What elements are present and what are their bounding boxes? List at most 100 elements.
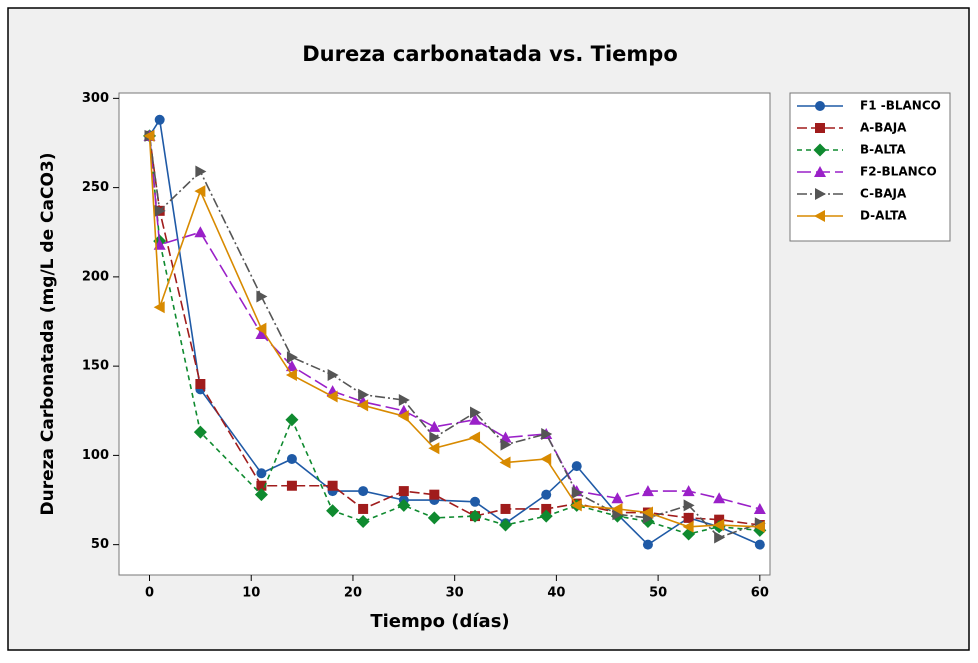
plot-area	[118, 92, 771, 576]
marker	[427, 511, 441, 525]
marker	[194, 226, 207, 238]
marker	[642, 511, 654, 524]
legend-label: C-BAJA	[860, 187, 907, 201]
marker	[641, 506, 653, 519]
marker	[815, 123, 825, 133]
marker	[814, 166, 826, 177]
marker	[356, 514, 370, 528]
marker	[470, 406, 482, 419]
x-axis-label: Tiempo (días)	[370, 611, 509, 632]
x-tick-label: 40	[547, 586, 565, 601]
marker	[193, 425, 207, 439]
marker	[714, 531, 726, 544]
marker	[683, 512, 694, 523]
marker	[327, 480, 338, 491]
marker	[753, 502, 766, 514]
marker	[571, 486, 583, 499]
marker	[326, 390, 338, 403]
marker	[642, 539, 653, 550]
legend-label: D-ALTA	[860, 209, 907, 223]
marker	[429, 489, 440, 500]
marker	[256, 480, 267, 491]
marker	[153, 301, 165, 314]
marker	[286, 351, 298, 364]
marker	[470, 496, 481, 507]
marker	[754, 539, 765, 550]
marker	[327, 369, 339, 382]
series-line	[148, 135, 761, 510]
marker	[469, 413, 482, 425]
marker	[358, 503, 369, 514]
x-tick-label: 10	[242, 586, 260, 601]
marker	[195, 378, 206, 389]
marker	[713, 492, 726, 504]
marker	[611, 492, 624, 504]
marker	[285, 369, 297, 382]
y-tick-label: 200	[82, 269, 109, 284]
marker	[541, 427, 553, 440]
y-tick-label: 150	[82, 359, 109, 374]
marker	[500, 503, 511, 514]
marker	[468, 509, 482, 523]
marker	[753, 520, 765, 533]
marker	[255, 322, 267, 335]
marker	[255, 328, 268, 339]
marker	[285, 360, 298, 372]
marker	[682, 485, 695, 497]
chart-title: Dureza carbonatada vs. Tiempo	[302, 42, 678, 66]
marker	[499, 456, 511, 469]
y-tick-label: 300	[82, 91, 109, 106]
legend-label: B-ALTA	[860, 143, 906, 157]
marker	[539, 509, 553, 523]
marker	[499, 518, 513, 532]
marker	[713, 519, 725, 532]
marker	[358, 388, 370, 401]
marker	[154, 114, 165, 125]
marker	[682, 520, 694, 533]
legend-label: F1 -BLANCO	[860, 99, 941, 113]
legend-label: A-BAJA	[860, 121, 907, 135]
marker	[286, 480, 297, 491]
marker	[683, 499, 695, 512]
marker	[358, 486, 369, 497]
marker	[398, 486, 409, 497]
marker	[571, 461, 582, 472]
marker	[611, 502, 623, 515]
x-tick-label: 0	[145, 586, 154, 601]
x-tick-label: 60	[751, 586, 769, 601]
marker	[813, 143, 827, 157]
marker	[143, 129, 155, 142]
y-tick-label: 100	[82, 448, 109, 463]
marker	[428, 442, 440, 455]
marker	[254, 488, 268, 502]
x-tick-label: 30	[446, 586, 464, 601]
marker	[612, 508, 624, 521]
marker	[540, 452, 552, 465]
y-tick-label: 50	[91, 537, 109, 552]
series-line	[148, 117, 761, 546]
marker	[195, 165, 207, 178]
marker	[326, 504, 340, 518]
series-line	[148, 135, 760, 535]
marker	[500, 438, 512, 451]
marker	[541, 503, 552, 514]
legend-label: F2-BLANCO	[860, 165, 937, 179]
marker	[814, 210, 825, 222]
marker	[429, 431, 441, 444]
y-tick-label: 250	[82, 180, 109, 195]
marker	[286, 453, 297, 464]
y-axis-label: Dureza Carbonatada (mg/L de CaCO3)	[38, 152, 58, 515]
marker	[815, 188, 826, 200]
marker	[154, 204, 166, 217]
marker	[815, 101, 825, 111]
marker	[541, 489, 552, 500]
x-tick-label: 50	[649, 586, 667, 601]
marker	[469, 431, 481, 444]
marker	[641, 485, 654, 497]
series-line	[148, 135, 760, 526]
series-line	[148, 135, 760, 528]
marker	[285, 413, 299, 427]
series-line	[148, 135, 761, 539]
marker	[194, 185, 206, 198]
